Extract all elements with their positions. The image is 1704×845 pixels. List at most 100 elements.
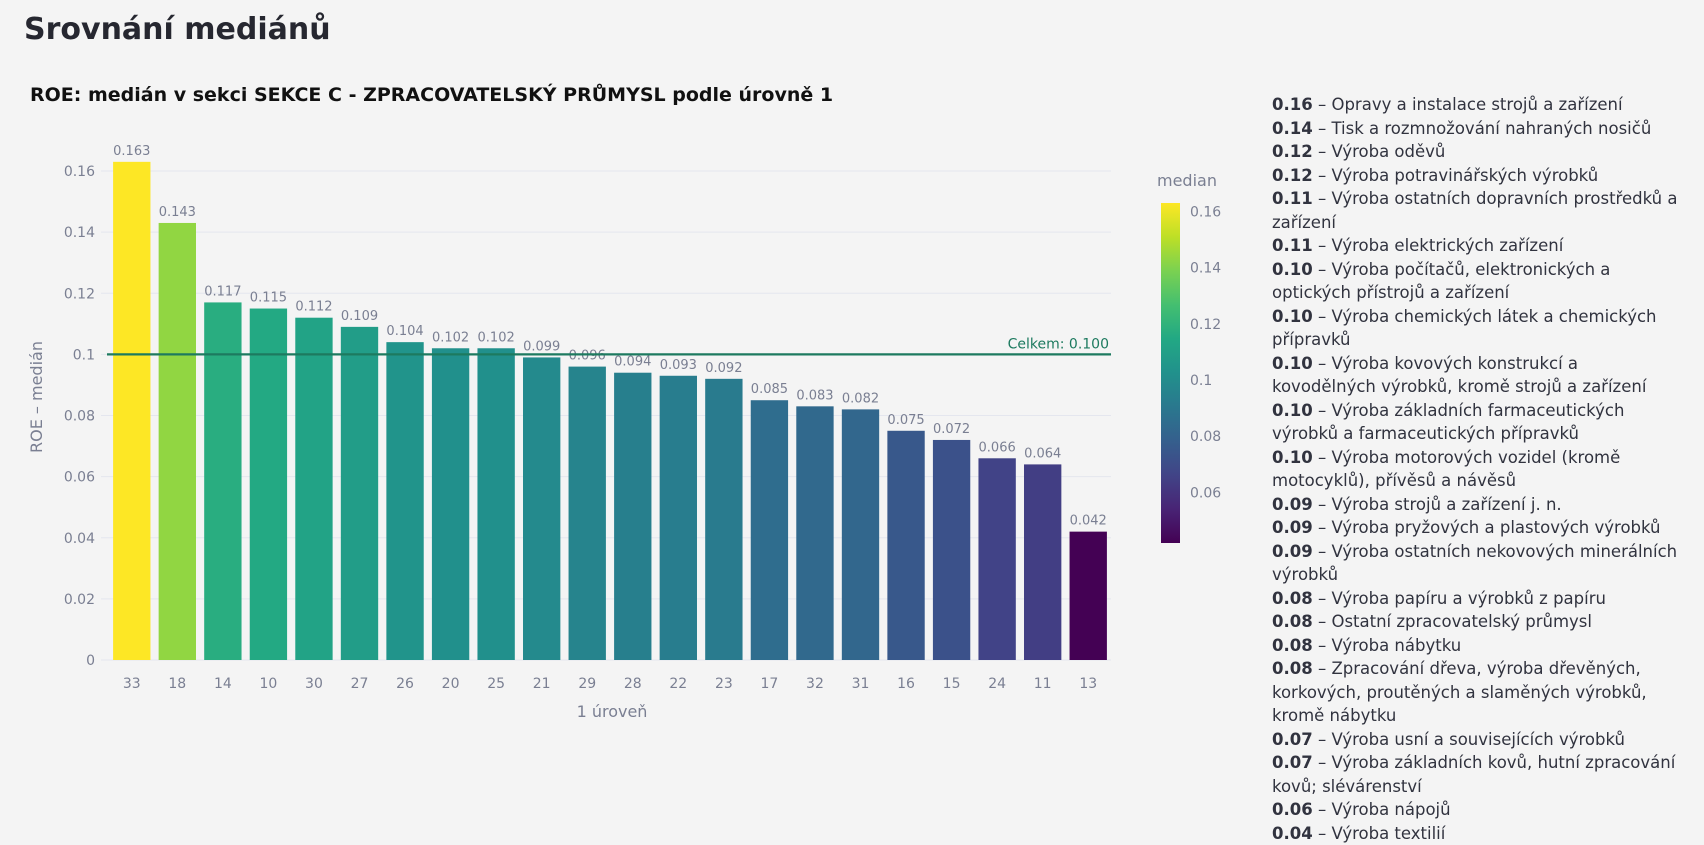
description-value: 0.10 bbox=[1272, 307, 1313, 326]
bar-value-label: 0.064 bbox=[1024, 446, 1061, 461]
x-tick-label: 14 bbox=[214, 676, 232, 692]
bar bbox=[796, 406, 833, 660]
description-item: 0.08 – Výroba papíru a výrobků z papíru bbox=[1272, 587, 1682, 611]
y-tick-label: 0.1 bbox=[73, 347, 95, 363]
description-text: Výroba ostatních nekovových minerálních … bbox=[1272, 542, 1677, 585]
description-item: 0.07 – Výroba základních kovů, hutní zpr… bbox=[1272, 751, 1682, 798]
y-tick-label: 0.14 bbox=[64, 225, 95, 241]
bar bbox=[705, 379, 742, 660]
description-item: 0.16 – Opravy a instalace strojů a zaříz… bbox=[1272, 93, 1682, 117]
x-tick-label: 11 bbox=[1034, 676, 1052, 692]
description-item: 0.10 – Výroba počítačů, elektronických a… bbox=[1272, 258, 1682, 305]
description-item: 0.08 – Ostatní zpracovatelský průmysl bbox=[1272, 610, 1682, 634]
description-item: 0.06 – Výroba nápojů bbox=[1272, 798, 1682, 822]
description-text: Výroba elektrických zařízení bbox=[1331, 236, 1563, 255]
description-item: 0.09 – Výroba pryžových a plastových výr… bbox=[1272, 516, 1682, 540]
bar-value-label: 0.083 bbox=[796, 388, 833, 403]
colorbar-title: median bbox=[1157, 171, 1217, 190]
description-text: Ostatní zpracovatelský průmysl bbox=[1331, 612, 1592, 631]
description-value: 0.08 bbox=[1272, 612, 1313, 631]
bar bbox=[751, 400, 788, 660]
bar-value-label: 0.102 bbox=[478, 330, 515, 345]
description-item: 0.08 – Zpracování dřeva, výroba dřevěnýc… bbox=[1272, 657, 1682, 728]
bar bbox=[204, 302, 241, 660]
x-tick-label: 26 bbox=[396, 676, 414, 692]
description-item: 0.07 – Výroba usní a souvisejících výrob… bbox=[1272, 728, 1682, 752]
x-axis-title: 1 úroveň bbox=[577, 702, 648, 721]
bar bbox=[250, 309, 287, 660]
bar-value-label: 0.075 bbox=[887, 413, 924, 428]
description-text: Výroba chemických látek a chemických pří… bbox=[1272, 307, 1656, 350]
description-item: 0.10 – Výroba chemických látek a chemick… bbox=[1272, 305, 1682, 352]
colorbar-tick-label: 0.12 bbox=[1190, 317, 1221, 333]
average-line-label: Celkem: 0.100 bbox=[1008, 336, 1109, 352]
description-text: Výroba kovových konstrukcí a kovodělných… bbox=[1272, 354, 1646, 397]
y-tick-label: 0.04 bbox=[64, 531, 95, 547]
colorbar-tick-label: 0.1 bbox=[1190, 373, 1212, 389]
x-tick-label: 15 bbox=[943, 676, 961, 692]
bar bbox=[523, 357, 560, 660]
bar-value-label: 0.163 bbox=[113, 144, 150, 159]
description-value: 0.10 bbox=[1272, 401, 1313, 420]
description-value: 0.08 bbox=[1272, 589, 1313, 608]
colorbar-tick-label: 0.08 bbox=[1190, 429, 1221, 445]
bar-value-label: 0.104 bbox=[386, 324, 423, 339]
y-tick-label: 0.12 bbox=[64, 286, 95, 302]
x-tick-label: 25 bbox=[487, 676, 505, 692]
bar-value-label: 0.143 bbox=[159, 205, 196, 220]
x-tick-label: 24 bbox=[988, 676, 1006, 692]
x-tick-label: 16 bbox=[897, 676, 915, 692]
description-item: 0.11 – Výroba ostatních dopravních prost… bbox=[1272, 187, 1682, 234]
description-item: 0.10 – Výroba kovových konstrukcí a kovo… bbox=[1272, 352, 1682, 399]
bar-value-label: 0.042 bbox=[1070, 514, 1107, 529]
description-text: Výroba ostatních dopravních prostředků a… bbox=[1272, 189, 1677, 232]
bar bbox=[295, 318, 332, 660]
description-text: Výroba základních farmaceutických výrobk… bbox=[1272, 401, 1624, 444]
x-tick-label: 30 bbox=[305, 676, 323, 692]
description-text: Výroba motorových vozidel (kromě motocyk… bbox=[1272, 448, 1620, 491]
description-text: Výroba textilií bbox=[1331, 824, 1445, 843]
description-value: 0.14 bbox=[1272, 119, 1313, 138]
bar bbox=[887, 431, 924, 660]
description-value: 0.16 bbox=[1272, 95, 1313, 114]
bar-value-label: 0.085 bbox=[751, 382, 788, 397]
description-text: Výroba strojů a zařízení j. n. bbox=[1331, 495, 1561, 514]
description-item: 0.08 – Výroba nábytku bbox=[1272, 634, 1682, 658]
bar bbox=[933, 440, 970, 660]
colorbar-gradient bbox=[1161, 203, 1180, 543]
bar bbox=[569, 367, 606, 660]
bar-value-label: 0.099 bbox=[523, 339, 560, 354]
description-value: 0.09 bbox=[1272, 518, 1313, 537]
x-tick-label: 21 bbox=[533, 676, 551, 692]
description-value: 0.11 bbox=[1272, 236, 1313, 255]
description-item: 0.12 – Výroba oděvů bbox=[1272, 140, 1682, 164]
y-tick-label: 0.06 bbox=[64, 470, 95, 486]
category-description-list: 0.16 – Opravy a instalace strojů a zaříz… bbox=[1272, 93, 1682, 845]
x-tick-label: 17 bbox=[760, 676, 778, 692]
colorbar-tick-label: 0.06 bbox=[1190, 485, 1221, 501]
x-tick-label: 22 bbox=[669, 676, 687, 692]
x-tick-label: 31 bbox=[852, 676, 870, 692]
bar bbox=[477, 348, 514, 660]
bar-value-label: 0.093 bbox=[660, 358, 697, 373]
description-value: 0.04 bbox=[1272, 824, 1313, 843]
bar-value-label: 0.072 bbox=[933, 422, 970, 437]
x-tick-label: 28 bbox=[624, 676, 642, 692]
y-tick-label: 0.16 bbox=[64, 164, 95, 180]
bar-value-label: 0.115 bbox=[250, 291, 287, 306]
x-tick-label: 33 bbox=[123, 676, 141, 692]
bar bbox=[113, 162, 150, 660]
bar bbox=[386, 342, 423, 660]
x-tick-label: 32 bbox=[806, 676, 824, 692]
description-text: Výroba potravinářských výrobků bbox=[1331, 166, 1598, 185]
bar-value-label: 0.094 bbox=[614, 355, 651, 370]
description-text: Výroba základních kovů, hutní zpracování… bbox=[1272, 753, 1675, 796]
x-tick-label: 18 bbox=[168, 676, 186, 692]
description-value: 0.10 bbox=[1272, 354, 1313, 373]
bar bbox=[341, 327, 378, 660]
description-value: 0.07 bbox=[1272, 753, 1313, 772]
description-text: Výroba usní a souvisejících výrobků bbox=[1331, 730, 1625, 749]
description-text: Výroba počítačů, elektronických a optick… bbox=[1272, 260, 1610, 303]
